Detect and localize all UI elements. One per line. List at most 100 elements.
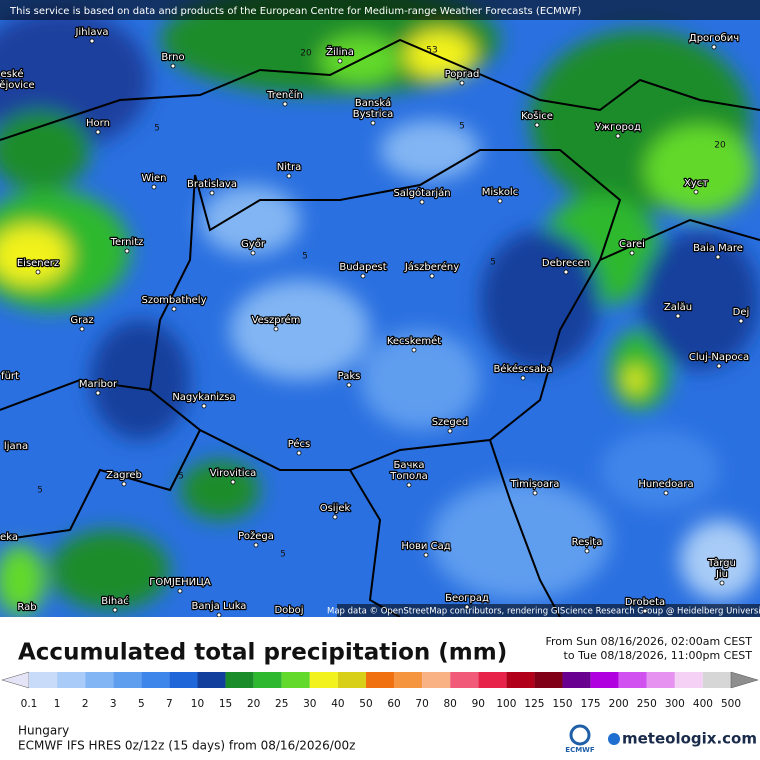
city-dot [642,608,648,614]
colorbar-label: 100 [496,698,516,710]
city-label: Нови Сад [401,541,450,552]
city-label: Paks [338,371,361,382]
colorbar-box [394,672,423,688]
colorbar-label: 20 [247,698,260,710]
colorbar-box [618,672,647,688]
city-dot [216,612,222,617]
city-label: Reșița [572,537,603,548]
contour-label: 5 [490,258,496,268]
colorbar-label: 80 [444,698,457,710]
city-label: Nitra [277,162,301,173]
colorbar-label: 500 [721,698,741,710]
ecmwf-logo: ECMWF [565,746,595,754]
city-label: Baia Mare [693,243,743,254]
contour-label: 20 [300,49,312,59]
city-label: Szombathely [141,295,206,306]
colorbar-box [422,672,451,688]
colorbar-label: 5 [138,698,145,710]
colorbar-box [337,672,366,688]
city-label: Дрогобич [689,33,739,44]
colorbar-box [590,672,619,688]
city-dot [629,250,635,256]
colorbar-box [506,672,535,688]
city-dot [715,254,721,260]
city-dot [411,347,417,353]
city-dot [584,548,590,554]
colorbar-box [534,672,563,688]
colorbar-label: 30 [303,698,316,710]
city-label: Carei [619,239,645,250]
city-dot [447,428,453,434]
city-dot [716,363,722,369]
city-label: Békéscsaba [493,363,552,375]
colorbar-box [450,672,479,688]
city-label: Doboj [274,605,303,616]
colorbar-label: 1 [54,698,61,710]
city-label: Eisenerz [17,258,59,269]
city-dot [286,173,292,179]
colorbar-label: 0.1 [21,698,38,710]
city-label: Debrecen [542,258,590,269]
city-dot [711,44,717,50]
city-label: Timișoara [510,479,560,490]
colorbar-box [702,672,731,688]
city-dot [332,514,338,520]
city-dot [520,375,526,381]
city-dot [370,120,376,126]
city-label: Veszprém [252,314,301,326]
colorbar-end [1,671,30,689]
colorbar-box [309,672,338,688]
city-dot [201,403,207,409]
city-dot [296,450,302,456]
city-label: Drobeta [625,597,665,608]
city-dot [419,199,425,205]
city-label: Nagykanizsa [172,392,235,403]
city-label: Trenčín [266,89,303,101]
city-label: ljana [4,441,28,452]
colorbar-label: 15 [219,698,232,710]
city-label: eka [0,532,18,543]
city-label: Poprad [445,69,480,80]
city-dot [423,552,429,558]
city-label: Horn [86,118,110,129]
brand-icon [608,733,620,745]
colorbar-label: 150 [552,698,572,710]
brand-logo[interactable]: meteologix.com [622,730,757,748]
city-label: Jászberény [404,261,459,273]
colorbar-box [57,672,86,688]
city-label: Banja Luka [192,601,247,612]
city-dot [459,80,465,86]
city-dot [738,318,744,324]
city-label: Maribor [79,379,118,390]
colorbar-label: 400 [693,698,713,710]
city-label: Budapest [339,262,386,273]
city-label: Bystrica [353,109,393,120]
city-dot [171,306,177,312]
colorbar-box [281,672,310,688]
city-label: Rab [17,602,36,613]
city-dot [282,101,288,107]
city-label: Szeged [432,417,469,428]
city-dot [273,326,279,332]
colorbar-box [85,672,114,688]
city-label: Banská [355,97,391,109]
city-dot [121,481,127,487]
city-dot [124,248,130,254]
city-label: Hunedoara [638,479,693,490]
contour-label: 53 [426,46,437,56]
banner-text: This service is based on data and produc… [9,6,581,17]
colorbar-label: 7 [166,698,173,710]
colorbar-box [225,672,254,688]
city-dot [532,490,538,496]
city-dot [346,382,352,388]
precip-field [0,0,760,615]
colorbar-label: 300 [665,698,685,710]
city-dot [464,604,470,610]
city-label: Virovitica [210,468,256,479]
city-label: ějovice [0,79,35,91]
attribution: Map data © OpenStreetMap contributors, r… [327,607,760,617]
city-label: Bihać [101,595,129,607]
city-dot [693,189,699,195]
city-dot [230,479,236,485]
